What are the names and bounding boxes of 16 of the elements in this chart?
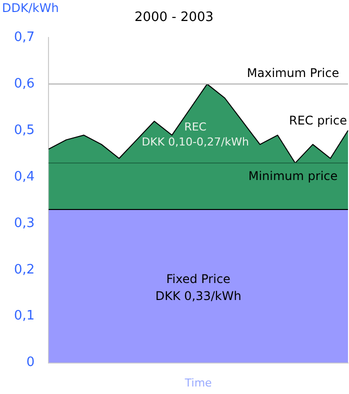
ref-line-label: Maximum Price (246, 66, 340, 80)
y-tick-label: 0,5 (14, 122, 35, 138)
annotation: Fixed Price DKK 0,33/kWh (155, 272, 242, 304)
y-tick-label: 0,3 (14, 216, 35, 231)
y-axis-title: DDK/kWh (2, 1, 59, 16)
y-tick-label: 0,1 (14, 308, 35, 324)
annotation: REC price (289, 113, 347, 128)
y-tick-label: 0,7 (14, 30, 35, 45)
x-axis-title: Time (184, 376, 212, 390)
y-tick-label: 0,2 (14, 262, 35, 278)
ref-line-label: Minimum price (248, 169, 338, 184)
annotation: REC DKK 0,10-0,27/kWh (142, 120, 249, 149)
y-tick-label: 0 (26, 355, 35, 370)
y-tick-label: 0,4 (14, 169, 35, 184)
y-tick-label: 0,6 (14, 76, 35, 92)
chart-title: 2000 - 2003 (134, 10, 214, 26)
